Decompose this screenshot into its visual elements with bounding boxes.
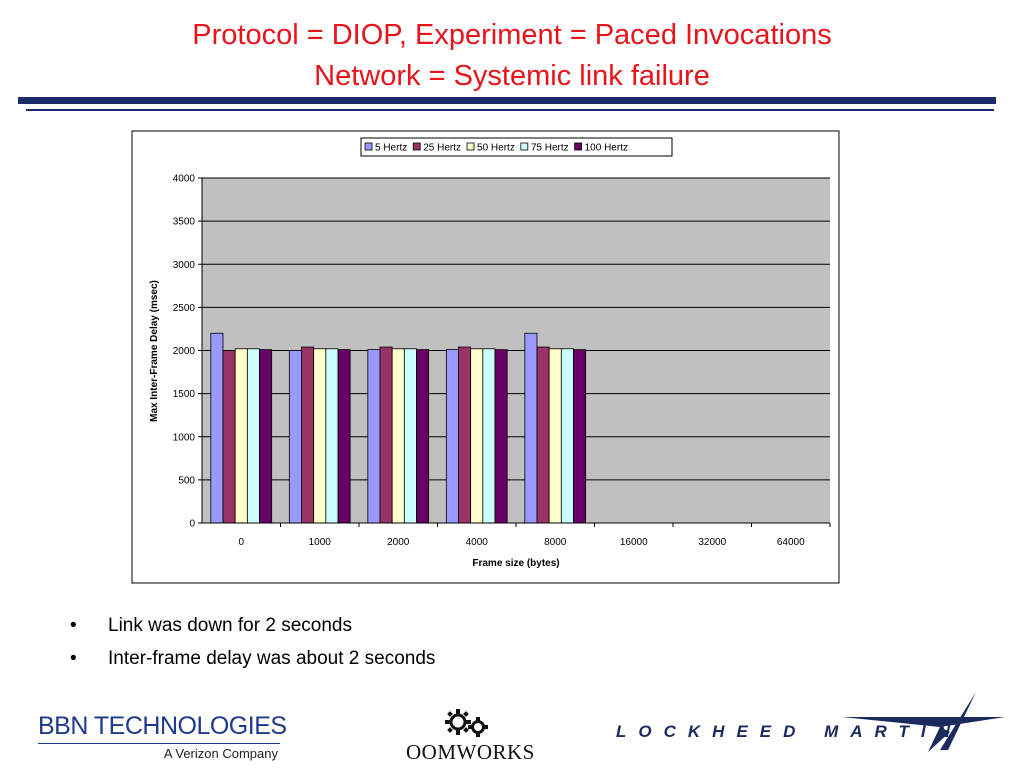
lockheed-martin-logo-name: LOCKHEED MARTIN [616,722,962,741]
legend-swatch [574,142,583,151]
slide-title-line-1: Protocol = DIOP, Experiment = Paced Invo… [192,19,832,51]
bar [573,349,587,524]
axes [198,177,831,527]
bar-chart: 0 500 1000 1500 2000 2500 3000 3500 4000 0 1000 20… [131,130,840,584]
bbn-logo-rule [38,743,280,744]
bars [210,332,587,524]
bar [234,348,248,524]
y-tick-label: 3500 [173,217,196,228]
x-tick-labels: 0 1000 2000 4000 8000 16000 32000 64000 [238,537,805,548]
y-tick-label: 4000 [173,174,196,185]
bbn-logo: BBN TECHNOLOGIES A Verizon Company [38,712,287,762]
bar [288,350,302,524]
oomworks-logo: OOMWORKS [400,708,550,766]
slide-title-line-2: Network = Systemic link failure [314,60,710,92]
bullet-dot: • [70,615,77,636]
bbn-logo-name: BBN TECHNOLOGIES [38,712,287,740]
bar [259,349,273,524]
bullet-item: • Inter-frame delay was about 2 seconds [70,647,435,680]
bar [379,346,393,524]
bar [458,346,472,524]
bar [222,350,236,524]
lockheed-martin-logo: LOCKHEED MARTIN [610,690,1010,760]
bbn-logo-subtitle: A Verizon Company [163,746,278,761]
bar [246,348,260,524]
x-tick-label: 8000 [544,537,567,548]
bar [403,348,417,524]
y-axis-label: Max Inter-Frame Delay (msec) [149,280,160,422]
header-rule-thin [26,109,994,111]
legend-swatch [364,142,373,151]
legend: 5 Hertz 25 Hertz 50 Hertz 75 Hertz 100 Hertz [364,142,628,154]
bar [536,346,550,524]
bar [325,348,339,524]
bar [470,348,484,524]
star-icon [842,692,1005,752]
bullet-dot: • [70,648,77,669]
x-tick-label: 16000 [620,537,648,548]
bar [524,332,538,524]
bar [391,348,405,524]
bar [337,349,351,524]
bar [494,349,508,524]
x-axis-label: Frame size (bytes) [472,558,559,569]
bullet-list: • Link was down for 2 seconds • Inter-fram… [70,614,435,680]
bar [367,349,381,524]
bar [482,348,496,524]
bullet-item: • Link was down for 2 seconds [70,614,435,647]
y-tick-label: 1000 [173,432,196,443]
bar [301,346,315,524]
y-tick-label: 2500 [173,303,196,314]
bar [210,332,224,524]
legend-box [360,137,673,157]
x-tick-label: 4000 [466,537,489,548]
bar [548,348,562,524]
y-tick-label: 1500 [173,389,196,400]
y-tick-label: 500 [178,475,195,486]
legend-swatch [520,142,529,151]
y-tick-label: 3000 [173,260,196,271]
y-tick-labels: 0 500 1000 1500 2000 2500 3000 3500 4000 [173,174,196,530]
x-tick-label: 64000 [777,537,805,548]
y-tick-label: 2000 [173,346,196,357]
legend-label: 5 Hertz [375,143,407,154]
header-rule-thick [18,97,996,104]
gears-icon [445,709,488,737]
bar [560,348,574,524]
x-tick-label: 2000 [387,537,410,548]
legend-label: 100 Hertz [585,143,628,154]
bar [445,349,459,524]
oomworks-logo-name: OOMWORKS [406,740,535,764]
legend-label: 75 Hertz [531,143,569,154]
x-tick-label: 32000 [698,537,726,548]
y-tick-label: 0 [189,519,195,530]
bullet-text: Link was down for 2 seconds [108,615,352,636]
bullet-text: Inter-frame delay was about 2 seconds [108,648,436,669]
legend-label: 50 Hertz [477,143,515,154]
bar [313,348,327,524]
x-tick-label: 1000 [309,537,332,548]
legend-swatch [412,142,421,151]
x-tick-label: 0 [238,537,244,548]
legend-label: 25 Hertz [423,143,461,154]
legend-swatch [466,142,475,151]
bar [416,349,430,524]
